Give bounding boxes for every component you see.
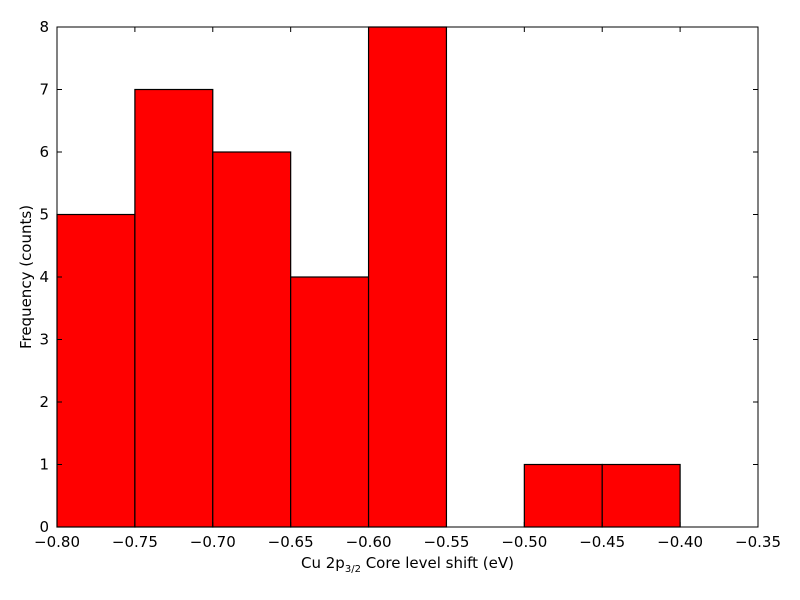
y-tick-label: 7 [39,81,49,99]
x-tick-label: −0.35 [735,533,781,551]
y-tick-label: 5 [39,206,49,224]
y-axis-label: Frequency (counts) [17,205,35,349]
y-tick-label: 1 [39,456,49,474]
y-tick-label: 2 [39,393,49,411]
tick-labels-group: −0.80 −0.75 −0.70 −0.65 −0.60 −0.55 −0.50 −0.45… [34,18,781,551]
y-tick-label: 8 [39,18,49,36]
x-axis-label-prefix: Cu 2p [301,554,345,572]
x-tick-label: −0.80 [34,533,80,551]
plot-frame [56,26,759,528]
x-tick-label: −0.50 [501,533,547,551]
y-tick-label: 6 [39,143,49,161]
x-axis-label-subscript: 3/2 [345,564,361,575]
x-tick-label: −0.65 [268,533,314,551]
x-axis-label-suffix: Core level shift (eV) [361,554,514,572]
x-tick-label: −0.75 [112,533,158,551]
histogram-bar [523,463,603,528]
histogram-bar [212,151,292,528]
histogram-bar [601,463,681,528]
histogram-bar [56,213,136,528]
x-tick-label: −0.55 [423,533,469,551]
bars-group [56,26,681,528]
x-tick-label: −0.40 [657,533,703,551]
histogram-bar [290,276,370,528]
histogram-bar [367,26,448,528]
x-tick-label: −0.70 [190,533,236,551]
x-axis-label: Cu 2p3/2 Core level shift (eV) [301,554,514,575]
y-tick-label: 3 [39,331,49,349]
y-tick-label: 0 [39,518,49,536]
x-tick-label: −0.60 [346,533,392,551]
x-tick-label: −0.45 [579,533,625,551]
y-tick-label: 4 [39,268,49,286]
histogram-bar [134,88,214,528]
